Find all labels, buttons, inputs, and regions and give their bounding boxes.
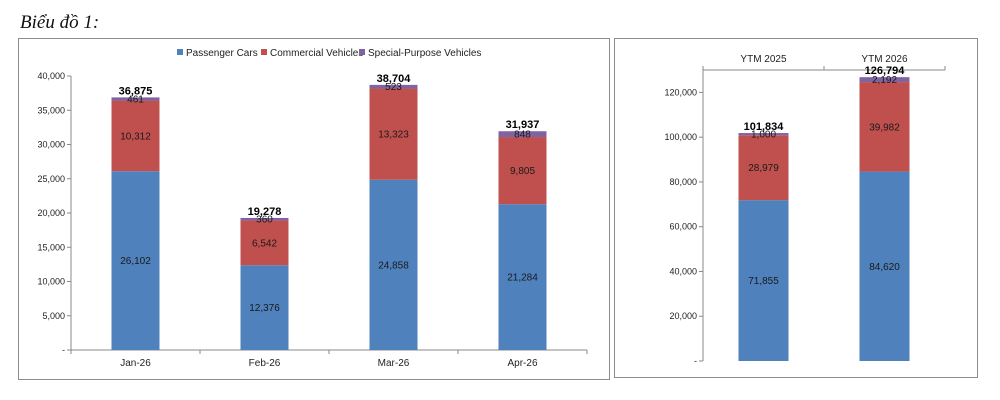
bar-segment-special (240, 217, 289, 221)
monthly-sales-chart: - 5,000 10,000 15,000 20,000 25,000 30,000 35,0… (37, 48, 588, 369)
category-label: Feb-26 (249, 358, 281, 369)
category-label: YTM 2026 (861, 54, 908, 65)
category-label: Jan-26 (120, 358, 151, 369)
bar-segment-passenger (240, 265, 289, 350)
data-label-passenger: 26,102 (120, 256, 151, 267)
legend-swatch-passenger (177, 49, 183, 55)
y-tick-label: 120,000 (664, 87, 697, 97)
y-tick-label: 25,000 (37, 174, 65, 184)
bar-segment-special (859, 77, 910, 83)
data-label-commercial: 9,805 (510, 166, 535, 177)
data-label-passenger: 21,284 (507, 273, 538, 284)
total-label: 19,278 (248, 206, 282, 218)
bar-segment-special (369, 84, 418, 89)
data-label-special: 1,000 (751, 130, 776, 141)
bar-segment-passenger (738, 200, 789, 361)
monthly-sales-chart-panel: - 5,000 10,000 15,000 20,000 25,000 30,000 35,0… (18, 38, 610, 380)
data-label-special: 2,192 (872, 75, 897, 86)
data-label-special: 848 (514, 130, 531, 141)
total-label: 38,704 (377, 73, 412, 85)
legend-label-commercial: Commercial Vehicles (270, 48, 363, 59)
total-label: 36,875 (119, 85, 153, 97)
legend-swatch-commercial (261, 49, 267, 55)
bar-segment-passenger (111, 171, 160, 350)
bar-segment-special (498, 131, 547, 138)
y-tick-label: 5,000 (42, 311, 65, 321)
ytd-sales-chart: - 20,000 40,000 60,000 80,000 100,000 120,000 7… (664, 54, 946, 366)
data-label-special: 360 (256, 215, 273, 226)
bar-segment-passenger (369, 179, 418, 350)
bar-segment-commercial (738, 135, 789, 201)
y-tick-label: 60,000 (669, 222, 697, 232)
legend-label-passenger: Passenger Cars (186, 48, 258, 59)
data-label-special: 523 (385, 82, 402, 93)
legend-label-special: Special-Purpose Vehicles (368, 48, 481, 59)
data-label-passenger: 12,376 (249, 303, 280, 314)
legend-swatch-special (359, 49, 365, 55)
y-tick-label: 20,000 (37, 208, 65, 218)
y-tick-label: 15,000 (37, 242, 65, 252)
y-tick-label: 20,000 (669, 311, 697, 321)
data-label-passenger: 71,855 (748, 276, 779, 287)
data-label-commercial: 28,979 (748, 163, 779, 174)
y-tick-label: 30,000 (37, 140, 65, 150)
bar-segment-special (111, 97, 160, 101)
category-label: Mar-26 (378, 358, 410, 369)
y-tick-label: 40,000 (37, 71, 65, 81)
category-label: Apr-26 (507, 358, 537, 369)
figure-caption: Biểu đồ 1: (20, 12, 100, 33)
y-tick-label: 80,000 (669, 177, 697, 187)
bar-segment-commercial (111, 100, 160, 172)
data-label-passenger: 24,858 (378, 260, 409, 271)
ytd-sales-chart-panel: - 20,000 40,000 60,000 80,000 100,000 120,000 7… (614, 38, 978, 378)
bar-segment-commercial (240, 220, 289, 266)
bar-segment-commercial (369, 88, 418, 180)
bar-segment-special (738, 133, 789, 136)
bar-segment-commercial (498, 137, 547, 205)
data-label-commercial: 13,323 (378, 130, 409, 141)
y-tick-label: 100,000 (664, 132, 697, 142)
data-label-commercial: 10,312 (120, 131, 151, 142)
bar-segment-passenger (859, 171, 910, 361)
data-label-passenger: 84,620 (869, 262, 900, 273)
total-label: 31,937 (506, 119, 540, 131)
data-label-commercial: 39,982 (869, 122, 900, 133)
category-label: YTM 2025 (740, 54, 787, 65)
y-tick-label: 10,000 (37, 277, 65, 287)
total-label: 101,834 (744, 121, 785, 133)
y-tick-label: - (694, 356, 697, 366)
data-label-commercial: 6,542 (252, 238, 277, 249)
y-tick-label: 35,000 (37, 105, 65, 115)
y-tick-label: - (62, 345, 65, 355)
y-tick-label: 40,000 (669, 266, 697, 276)
bar-segment-passenger (498, 204, 547, 350)
data-label-special: 461 (127, 94, 144, 105)
total-label: 126,794 (865, 65, 906, 77)
bar-segment-commercial (859, 82, 910, 172)
